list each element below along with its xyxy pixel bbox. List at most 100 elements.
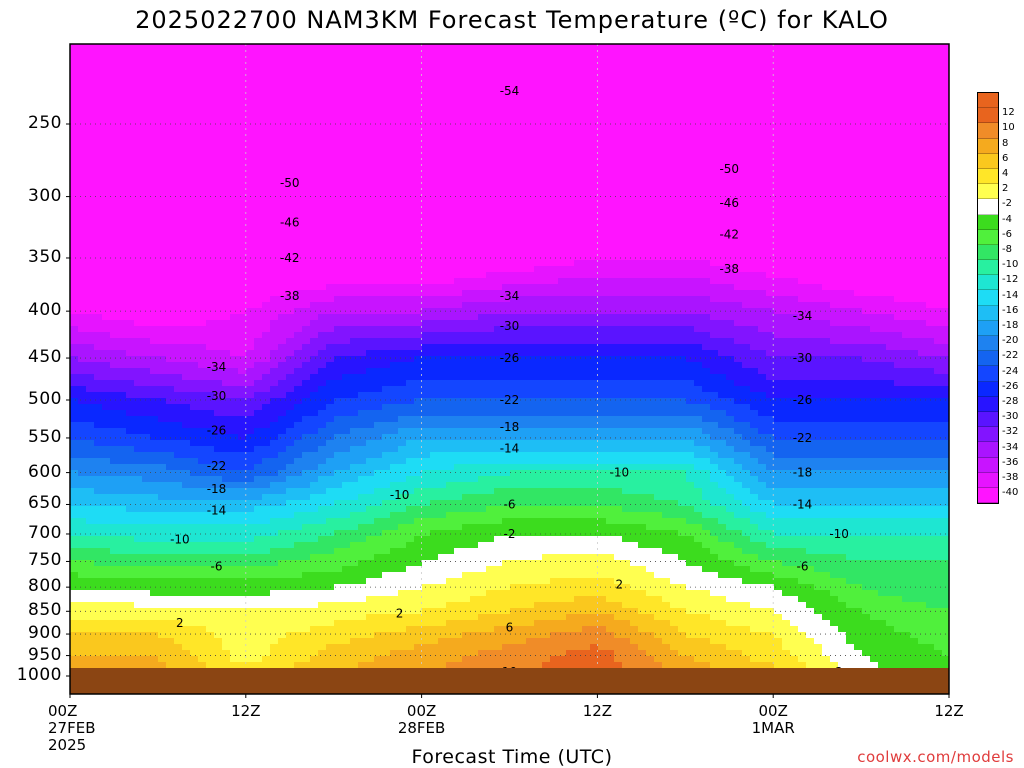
field-cell [254,110,263,117]
field-cell [318,458,327,465]
field-cell [310,410,319,417]
field-cell [182,638,191,645]
field-cell [190,182,199,189]
field-cell [166,266,175,273]
field-cell [158,380,167,387]
field-cell [334,272,343,279]
field-cell [358,410,367,417]
field-cell [238,428,247,435]
field-cell [398,122,407,129]
field-cell [326,638,335,645]
field-cell [254,104,263,111]
field-cell [70,308,79,315]
field-cell [430,320,439,327]
field-cell [78,320,87,327]
field-cell [262,578,271,585]
field-cell [350,554,359,561]
field-cell [158,326,167,333]
field-cell [78,614,87,621]
field-cell [326,56,335,63]
field-cell [326,458,335,465]
field-cell [414,614,423,621]
field-cell [174,80,183,87]
field-cell [390,494,399,501]
field-cell [214,290,223,297]
field-cell [270,590,279,597]
field-cell [238,140,247,147]
field-cell [246,56,255,63]
field-cell [206,386,215,393]
field-cell [342,62,351,69]
field-cell [310,404,319,411]
field-cell [214,410,223,417]
field-cell [422,392,431,399]
field-cell [310,152,319,159]
field-cell [270,380,279,387]
field-cell [142,596,151,603]
field-cell [350,218,359,225]
field-cell [158,176,167,183]
field-cell [174,410,183,417]
field-cell [358,434,367,441]
field-cell [334,122,343,129]
field-cell [422,110,431,117]
field-cell [158,644,167,651]
field-cell [334,134,343,141]
field-cell [214,134,223,141]
field-cell [262,200,271,207]
field-cell [382,188,391,195]
field-cell [246,278,255,285]
field-cell [358,386,367,393]
field-cell [262,590,271,597]
field-cell [262,614,271,621]
field-cell [246,230,255,237]
field-cell [406,206,415,213]
field-cell [134,86,143,93]
field-cell [238,500,247,507]
field-cell [118,146,127,153]
field-cell [166,470,175,477]
field-cell [86,638,95,645]
field-cell [150,320,159,327]
field-cell [406,620,415,627]
field-cell [166,548,175,555]
field-cell [238,554,247,561]
field-cell [70,536,79,543]
field-cell [406,290,415,297]
field-cell [294,662,303,669]
field-cell [374,602,383,609]
field-cell [102,164,111,171]
field-cell [334,404,343,411]
field-cell [318,302,327,309]
field-cell [150,536,159,543]
field-cell [182,422,191,429]
field-cell [222,230,231,237]
field-cell [94,470,103,477]
field-cell [270,536,279,543]
field-cell [206,110,215,117]
field-cell [134,344,143,351]
field-cell [406,542,415,549]
field-cell [406,278,415,285]
field-cell [414,578,423,585]
field-cell [310,584,319,591]
field-cell [318,470,327,477]
field-cell [302,344,311,351]
field-cell [342,476,351,483]
field-cell [422,602,431,609]
field-cell [430,326,439,333]
field-cell [70,464,79,471]
field-cell [222,50,231,57]
field-cell [334,626,343,633]
field-cell [270,584,279,591]
field-cell [390,308,399,315]
field-cell [334,248,343,255]
field-cell [118,632,127,639]
field-cell [350,290,359,297]
field-cell [86,614,95,621]
field-cell [374,260,383,267]
field-cell [110,512,119,519]
field-cell [390,470,399,477]
field-cell [190,338,199,345]
field-cell [414,464,423,471]
